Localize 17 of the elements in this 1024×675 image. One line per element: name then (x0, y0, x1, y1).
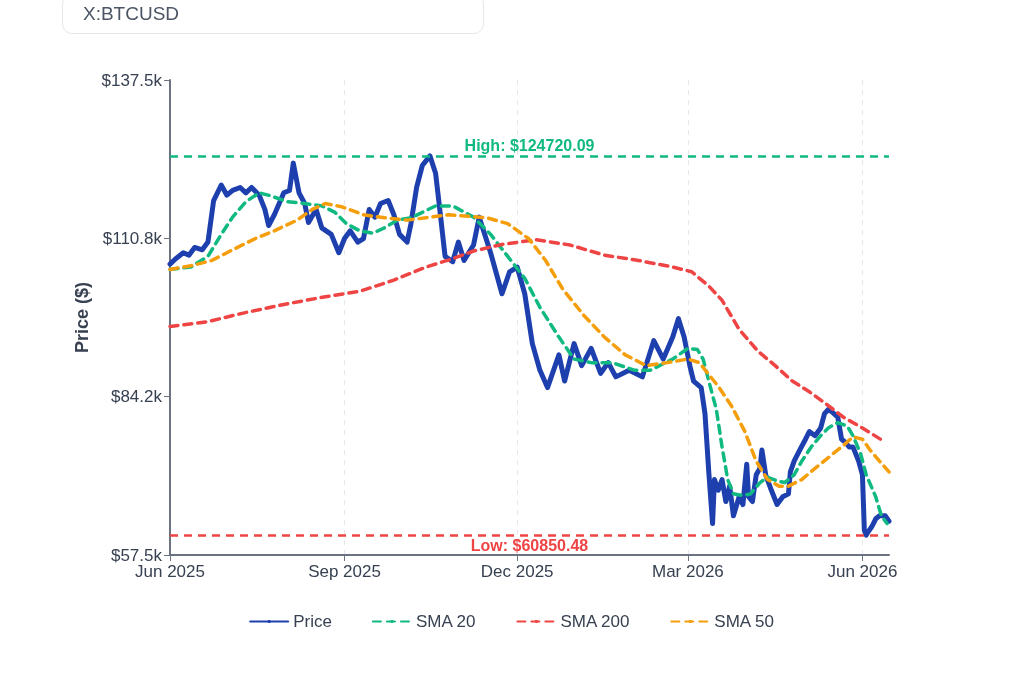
legend-label: SMA 200 (560, 612, 630, 631)
ref-line-label: High: $124720.09 (464, 137, 595, 155)
y-axis-title: Price ($) (71, 281, 92, 354)
y-tick-label: $57.5k (110, 545, 163, 565)
x-tick-label: Jun 2026 (827, 562, 898, 581)
chart-title: X:BTCUSD (62, 0, 484, 34)
y-tick-label: $84.2k (110, 387, 163, 407)
ref-line-label: Low: $60850.48 (470, 536, 589, 554)
legend-label: SMA 20 (415, 612, 476, 631)
x-tick-label: Sep 2025 (308, 562, 381, 581)
x-tick-label: Mar 2026 (651, 562, 724, 581)
x-tick-label: Jun 2025 (135, 562, 205, 581)
legend-label: Price (293, 612, 332, 631)
y-tick-label: $137.5k (101, 70, 163, 90)
legend-label: SMA 50 (714, 612, 774, 631)
x-tick-label: Dec 2025 (480, 562, 554, 581)
y-tick-label: $110.8k (102, 228, 163, 248)
